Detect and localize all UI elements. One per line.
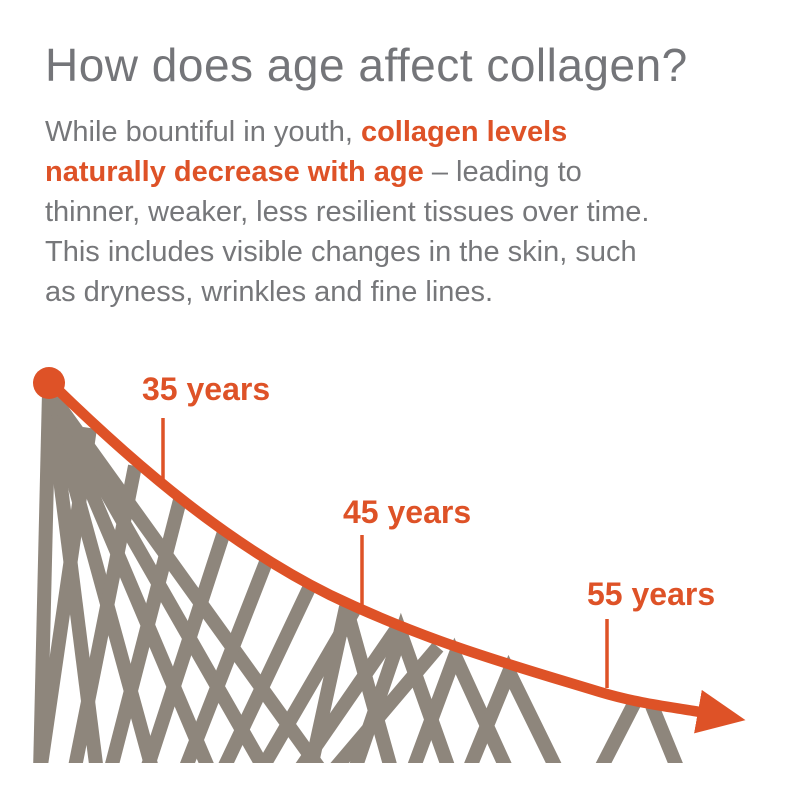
paragraph-line: as dryness, wrinkles and fine lines.: [45, 272, 649, 312]
intro-paragraph: While bountiful in youth, collagen level…: [45, 112, 649, 312]
paragraph-line: While bountiful in youth, collagen level…: [45, 112, 649, 152]
page-title: How does age affect collagen?: [45, 39, 688, 91]
paragraph-line: naturally decrease with age – leading to: [45, 152, 649, 192]
paragraph-text: – leading to: [423, 156, 582, 188]
paragraph-text: This includes visible changes in the ski…: [45, 236, 637, 268]
curve-start-dot: [33, 367, 65, 399]
paragraph-line: thinner, weaker, less resilient tissues …: [45, 192, 649, 232]
paragraph-line: This includes visible changes in the ski…: [45, 232, 649, 272]
paragraph-highlight: collagen levels: [360, 116, 568, 148]
paragraph-text: While bountiful in youth,: [45, 116, 361, 148]
paragraph-text: as dryness, wrinkles and fine lines.: [45, 276, 494, 308]
collagen-net-sparse: [595, 696, 683, 763]
paragraph-text: thinner, weaker, less resilient tissues …: [45, 196, 650, 228]
age-label-45: 45 years: [343, 494, 471, 530]
paragraph-highlight: naturally decrease with age: [45, 156, 424, 188]
age-label-55: 55 years: [587, 576, 715, 612]
age-label-35: 35 years: [142, 371, 270, 407]
